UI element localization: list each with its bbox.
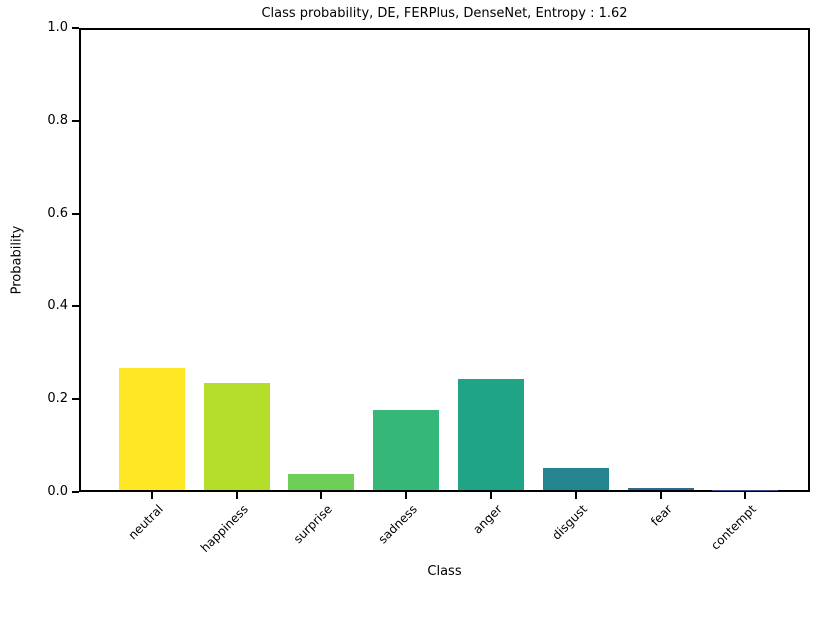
- x-tick-mark: [659, 492, 662, 499]
- plot-area: [79, 28, 810, 492]
- bar-disgust: [542, 468, 609, 490]
- y-axis-label: Probability: [9, 225, 25, 295]
- y-tick-mark: [72, 27, 79, 29]
- x-tick-label-disgust: disgust: [549, 502, 590, 543]
- x-tick-mark: [235, 492, 238, 499]
- y-tick-mark: [72, 491, 79, 493]
- x-tick-mark: [744, 492, 747, 499]
- bar-sadness: [373, 409, 440, 490]
- y-tick-label: 0.0: [47, 484, 68, 499]
- x-tick-mark: [320, 492, 323, 499]
- x-axis-label: Class: [427, 564, 462, 579]
- bar-anger: [457, 379, 524, 490]
- bar-fear: [627, 488, 694, 490]
- chart-title: Class probability, DE, FERPlus, DenseNet…: [261, 6, 628, 21]
- x-tick-label-fear: fear: [647, 502, 675, 529]
- x-tick-label-anger: anger: [470, 502, 505, 537]
- x-tick-mark: [574, 492, 577, 499]
- x-tick-label-happiness: happiness: [197, 502, 251, 556]
- bar-neutral: [118, 368, 185, 490]
- x-tick-mark: [150, 492, 153, 499]
- x-tick-label-sadness: sadness: [375, 502, 420, 547]
- y-tick-label: 1.0: [47, 20, 68, 35]
- x-tick-label-contempt: contempt: [708, 502, 760, 553]
- y-tick-label: 0.8: [47, 112, 68, 128]
- x-tick-mark: [405, 492, 408, 499]
- y-tick-mark: [72, 398, 79, 401]
- y-tick-label: 0.4: [47, 298, 68, 314]
- y-tick-mark: [72, 119, 79, 122]
- bar-surprise: [288, 474, 355, 490]
- y-tick-mark: [72, 212, 79, 215]
- x-tick-label-surprise: surprise: [291, 502, 336, 547]
- y-tick-label: 0.6: [47, 205, 68, 221]
- x-tick-label-neutral: neutral: [125, 502, 166, 543]
- bar-happiness: [203, 383, 270, 490]
- y-tick-label: 0.2: [47, 391, 68, 407]
- y-tick-mark: [72, 305, 79, 308]
- x-tick-mark: [489, 492, 492, 499]
